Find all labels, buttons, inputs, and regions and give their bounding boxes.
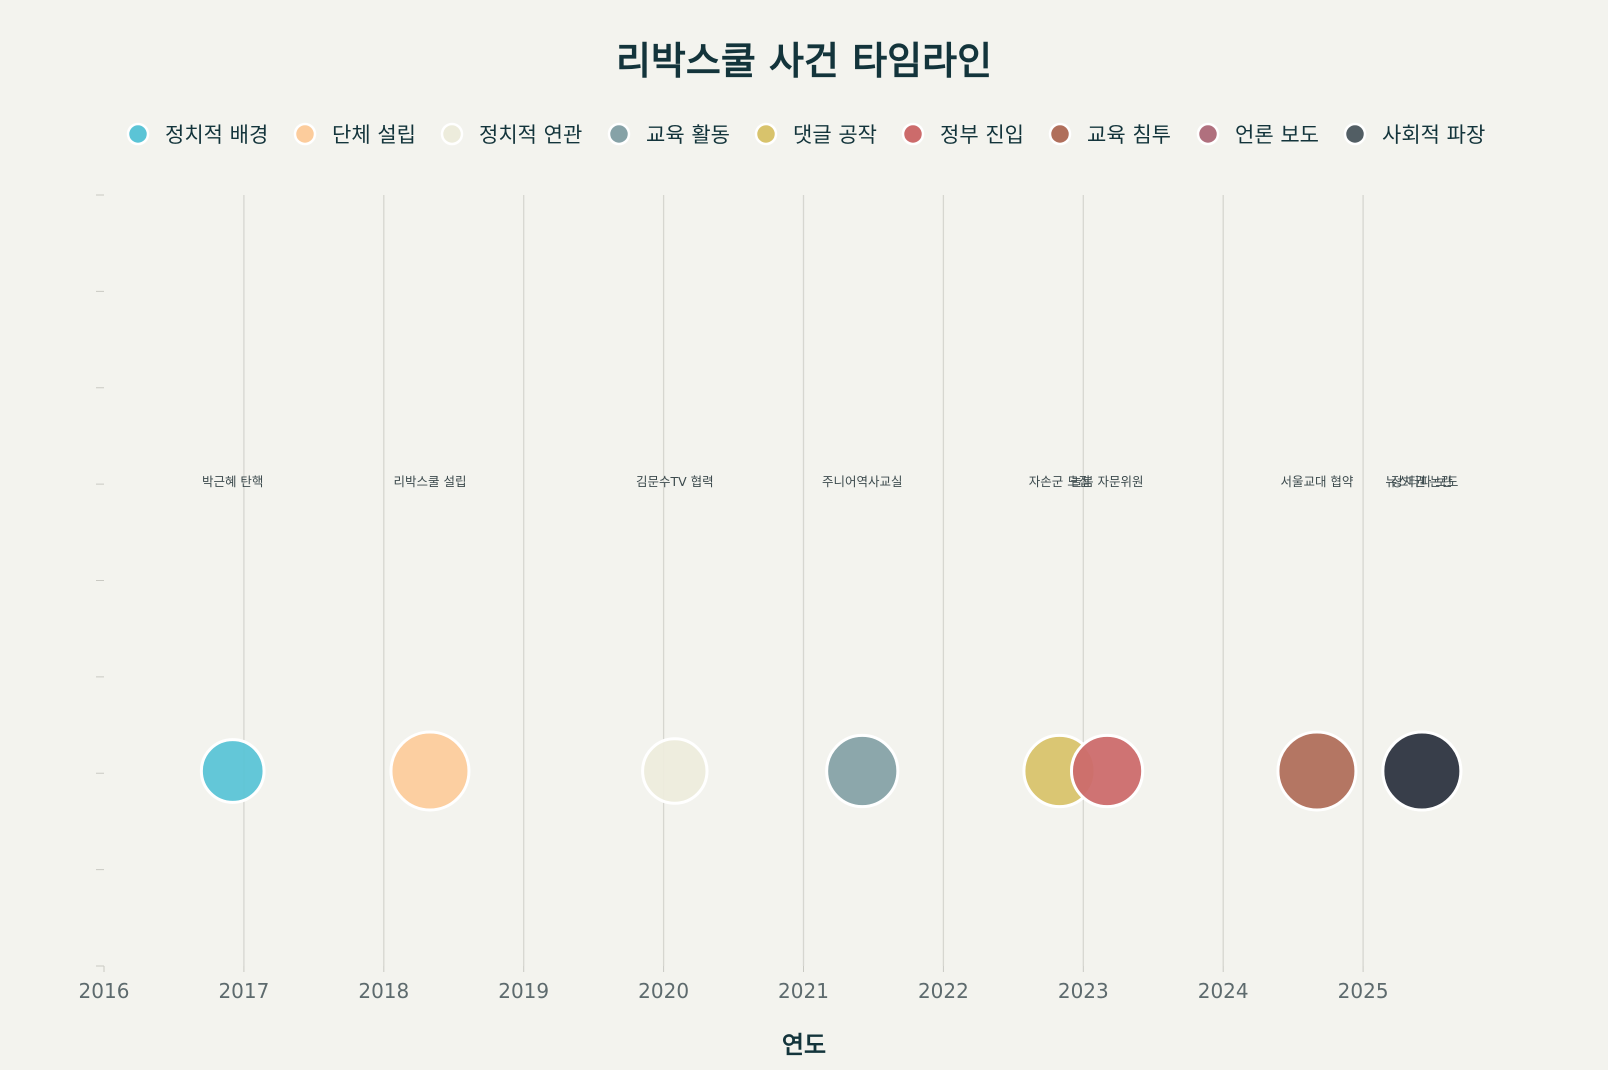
legend-marker	[901, 122, 925, 146]
x-tick-label: 2021	[778, 979, 829, 1003]
x-tick-label: 2022	[918, 979, 969, 1003]
x-axis-title: 연도	[782, 1031, 826, 1059]
x-tick-label: 2020	[638, 979, 689, 1003]
event-label: 박근혜 탄핵	[202, 474, 263, 489]
legend-item[interactable]: 댓글 공작	[754, 122, 877, 147]
event-label: 뉴스타파 보도	[1385, 474, 1458, 489]
event-bubble[interactable]	[825, 733, 900, 809]
event-label: 정치권 논란	[1391, 474, 1453, 489]
event-bubble[interactable]	[1276, 730, 1358, 812]
event-bubble[interactable]	[641, 737, 709, 805]
legend-item[interactable]: 언론 보도	[1196, 122, 1319, 147]
data-points	[199, 730, 1463, 812]
legend-label: 정치적 배경	[165, 123, 268, 147]
legend-marker	[1343, 122, 1367, 146]
chart-title: 리박스쿨 사건 타임라인	[616, 39, 992, 83]
legend-label: 단체 설립	[332, 123, 416, 147]
x-tick-label: 2023	[1058, 979, 1109, 1003]
event-bubble[interactable]	[199, 738, 266, 804]
legend-item[interactable]: 교육 활동	[607, 122, 730, 147]
event-bubble[interactable]	[1381, 730, 1463, 812]
legend-marker	[440, 122, 464, 146]
event-label: 리박스쿨 설립	[393, 474, 466, 489]
legend-marker	[1048, 122, 1072, 146]
legend-item[interactable]: 정부 진입	[901, 122, 1024, 147]
legend-label: 언론 보도	[1235, 123, 1319, 147]
x-tick-label: 2019	[498, 979, 549, 1003]
legend-marker	[754, 122, 778, 146]
x-tick-label: 2018	[358, 979, 409, 1003]
legend-item[interactable]: 교육 침투	[1048, 122, 1171, 147]
legend-label: 교육 침투	[1087, 123, 1171, 147]
event-label: 서울교대 협약	[1280, 474, 1353, 489]
legend-label: 댓글 공작	[793, 123, 877, 147]
x-axis-ticks: 2016 2017 2018 2019 2020 2021 2022 2023 2024 2025	[79, 966, 1389, 1003]
legend-item[interactable]: 단체 설립	[293, 122, 416, 147]
legend-marker	[607, 122, 631, 146]
legend-item[interactable]: 정치적 배경	[126, 122, 268, 147]
legend-marker	[1196, 122, 1220, 146]
event-bubble[interactable]	[1069, 733, 1145, 809]
legend-label: 정치적 연관	[479, 123, 582, 147]
x-tick-label: 2025	[1338, 979, 1389, 1003]
legend: 정치적 배경 단체 설립 정치적 연관 교육 활동 댓글 공작 정부 진입 교육 침투 언론 …	[126, 122, 1485, 147]
legend-marker	[126, 122, 150, 146]
gridlines	[243, 195, 1364, 966]
legend-item[interactable]: 정치적 연관	[440, 122, 582, 147]
legend-label: 사회적 파장	[1382, 123, 1485, 147]
x-tick-label: 2017	[218, 979, 269, 1003]
event-label: 자손군 모집	[1029, 474, 1090, 489]
legend-item[interactable]: 사회적 파장	[1343, 122, 1485, 147]
x-tick-label: 2024	[1198, 979, 1249, 1003]
x-tick-label: 2016	[79, 979, 130, 1003]
y-axis-ticks	[96, 194, 104, 967]
event-label: 늘봄 자문위원	[1071, 474, 1144, 489]
event-label: 김문수TV 협력	[636, 474, 714, 489]
legend-label: 교육 활동	[646, 123, 730, 147]
legend-marker	[293, 122, 317, 146]
legend-label: 정부 진입	[940, 123, 1024, 147]
event-bubble[interactable]	[389, 730, 471, 812]
event-label: 주니어역사교실	[822, 474, 903, 489]
